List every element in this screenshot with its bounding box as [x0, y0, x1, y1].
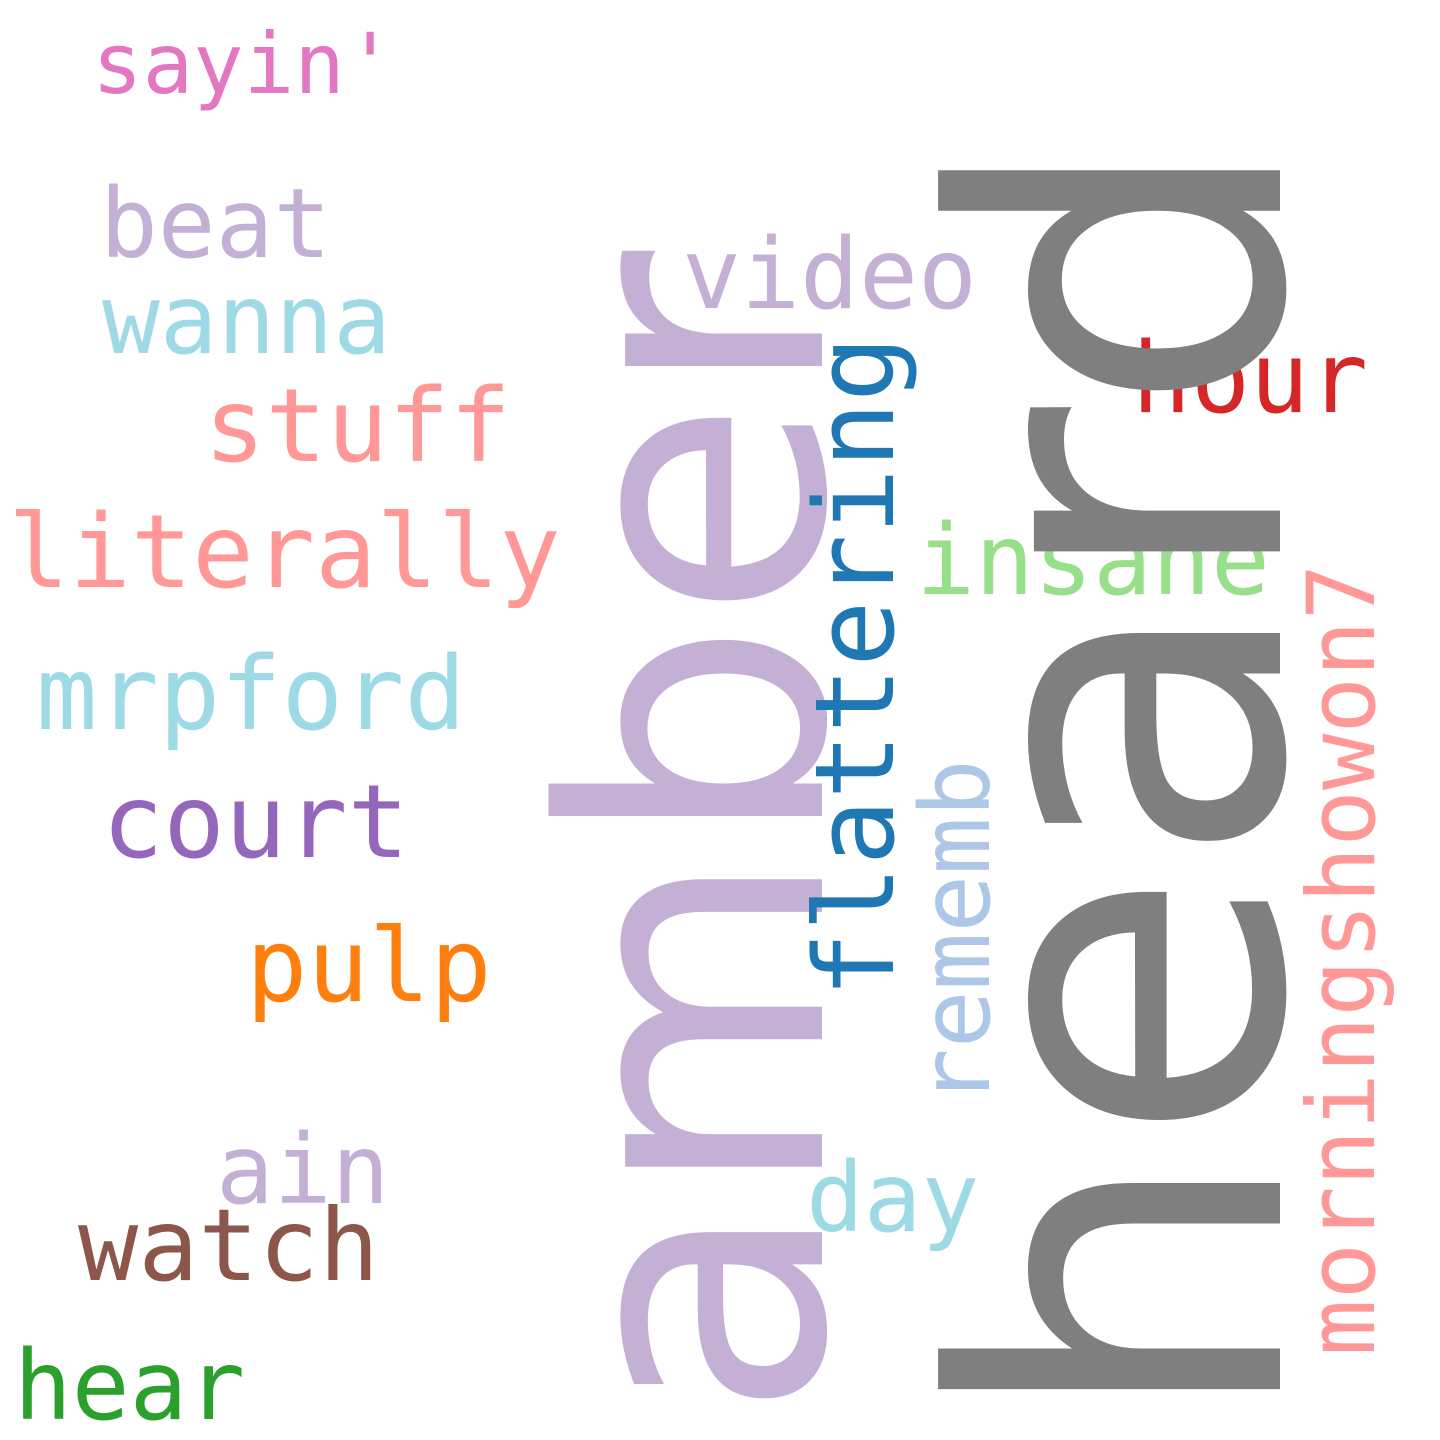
word-hour: hour	[1132, 322, 1369, 436]
word-stuff: stuff	[204, 367, 512, 486]
word-wanna: wanna	[102, 264, 391, 376]
word-pulp: pulp	[246, 907, 492, 1026]
word-literally: literally	[8, 493, 561, 612]
word-watch: watch	[78, 1187, 380, 1304]
word-rememb: rememb	[900, 759, 1012, 1106]
word-mrpford: mrpford	[36, 635, 466, 754]
word-day: day	[806, 1142, 980, 1254]
word-sayin: sayin'	[92, 15, 396, 113]
word-court: court	[102, 763, 410, 882]
word-morningshowon7: morningshowon7	[1288, 563, 1397, 1356]
word-flattering: flattering	[791, 335, 919, 998]
word-hear: hear	[14, 1330, 246, 1440]
word-insane: insane	[916, 504, 1271, 618]
word-ain: ain	[216, 1114, 390, 1226]
word-beat: beat	[100, 168, 332, 280]
word-video: video	[682, 218, 978, 332]
